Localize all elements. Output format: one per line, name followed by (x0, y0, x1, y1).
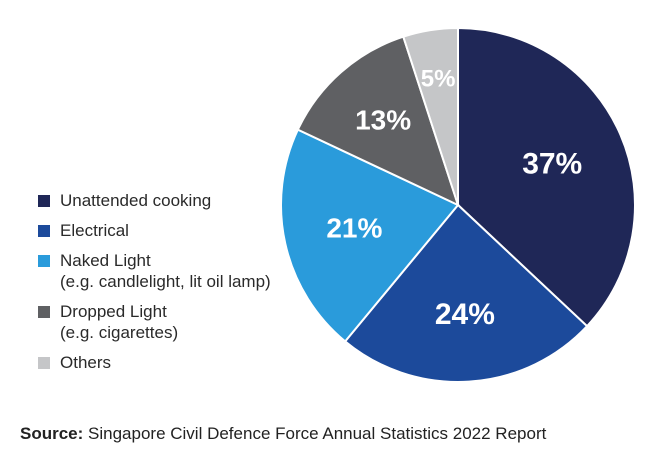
legend-label-naked-light: Naked Light (60, 251, 151, 270)
source-note: Source: Singapore Civil Defence Force An… (20, 424, 546, 444)
legend-swatch-unattended-cooking (38, 195, 50, 207)
pie-label-others: 5% (421, 66, 456, 93)
pie-label-dropped-light: 13% (355, 105, 411, 136)
pie-slice-electrical (343, 203, 589, 383)
pie-slice-dropped-light (296, 35, 460, 207)
pie-slice-naked-light (280, 128, 460, 343)
pie-label-unattended-cooking: 37% (522, 148, 582, 181)
legend-swatch-naked-light (38, 255, 50, 267)
legend-swatch-electrical (38, 225, 50, 237)
pie-data-labels: 37% 24% 21% 13% 5% (326, 66, 582, 331)
legend-label-others: Others (60, 353, 112, 372)
legend-item-naked-light: Naked Light (e.g. candlelight, lit oil l… (38, 250, 298, 292)
source-label: Source: (20, 424, 84, 443)
legend-note-dropped-light: (e.g. cigarettes) (60, 323, 179, 342)
pie-label-naked-light: 21% (326, 213, 382, 244)
pie-label-electrical: 24% (435, 298, 495, 331)
legend-item-unattended-cooking: Unattended cooking (38, 190, 298, 211)
legend-item-others: Others (38, 352, 298, 373)
legend-swatch-others (38, 357, 50, 369)
pie-slice-others (402, 26, 459, 206)
legend-label-electrical: Electrical (60, 221, 129, 240)
legend-item-dropped-light: Dropped Light (e.g. cigarettes) (38, 301, 298, 343)
legend: Unattended cooking Electrical Naked Ligh… (38, 190, 298, 382)
legend-item-electrical: Electrical (38, 220, 298, 241)
legend-label-dropped-light: Dropped Light (60, 302, 167, 321)
source-text: Singapore Civil Defence Force Annual Sta… (83, 424, 547, 443)
pie-slice-unattended-cooking (457, 26, 636, 328)
legend-label-unattended-cooking: Unattended cooking (60, 191, 212, 210)
legend-note-naked-light: (e.g. candlelight, lit oil lamp) (60, 272, 271, 291)
pie-slices (280, 26, 636, 383)
legend-swatch-dropped-light (38, 306, 50, 318)
